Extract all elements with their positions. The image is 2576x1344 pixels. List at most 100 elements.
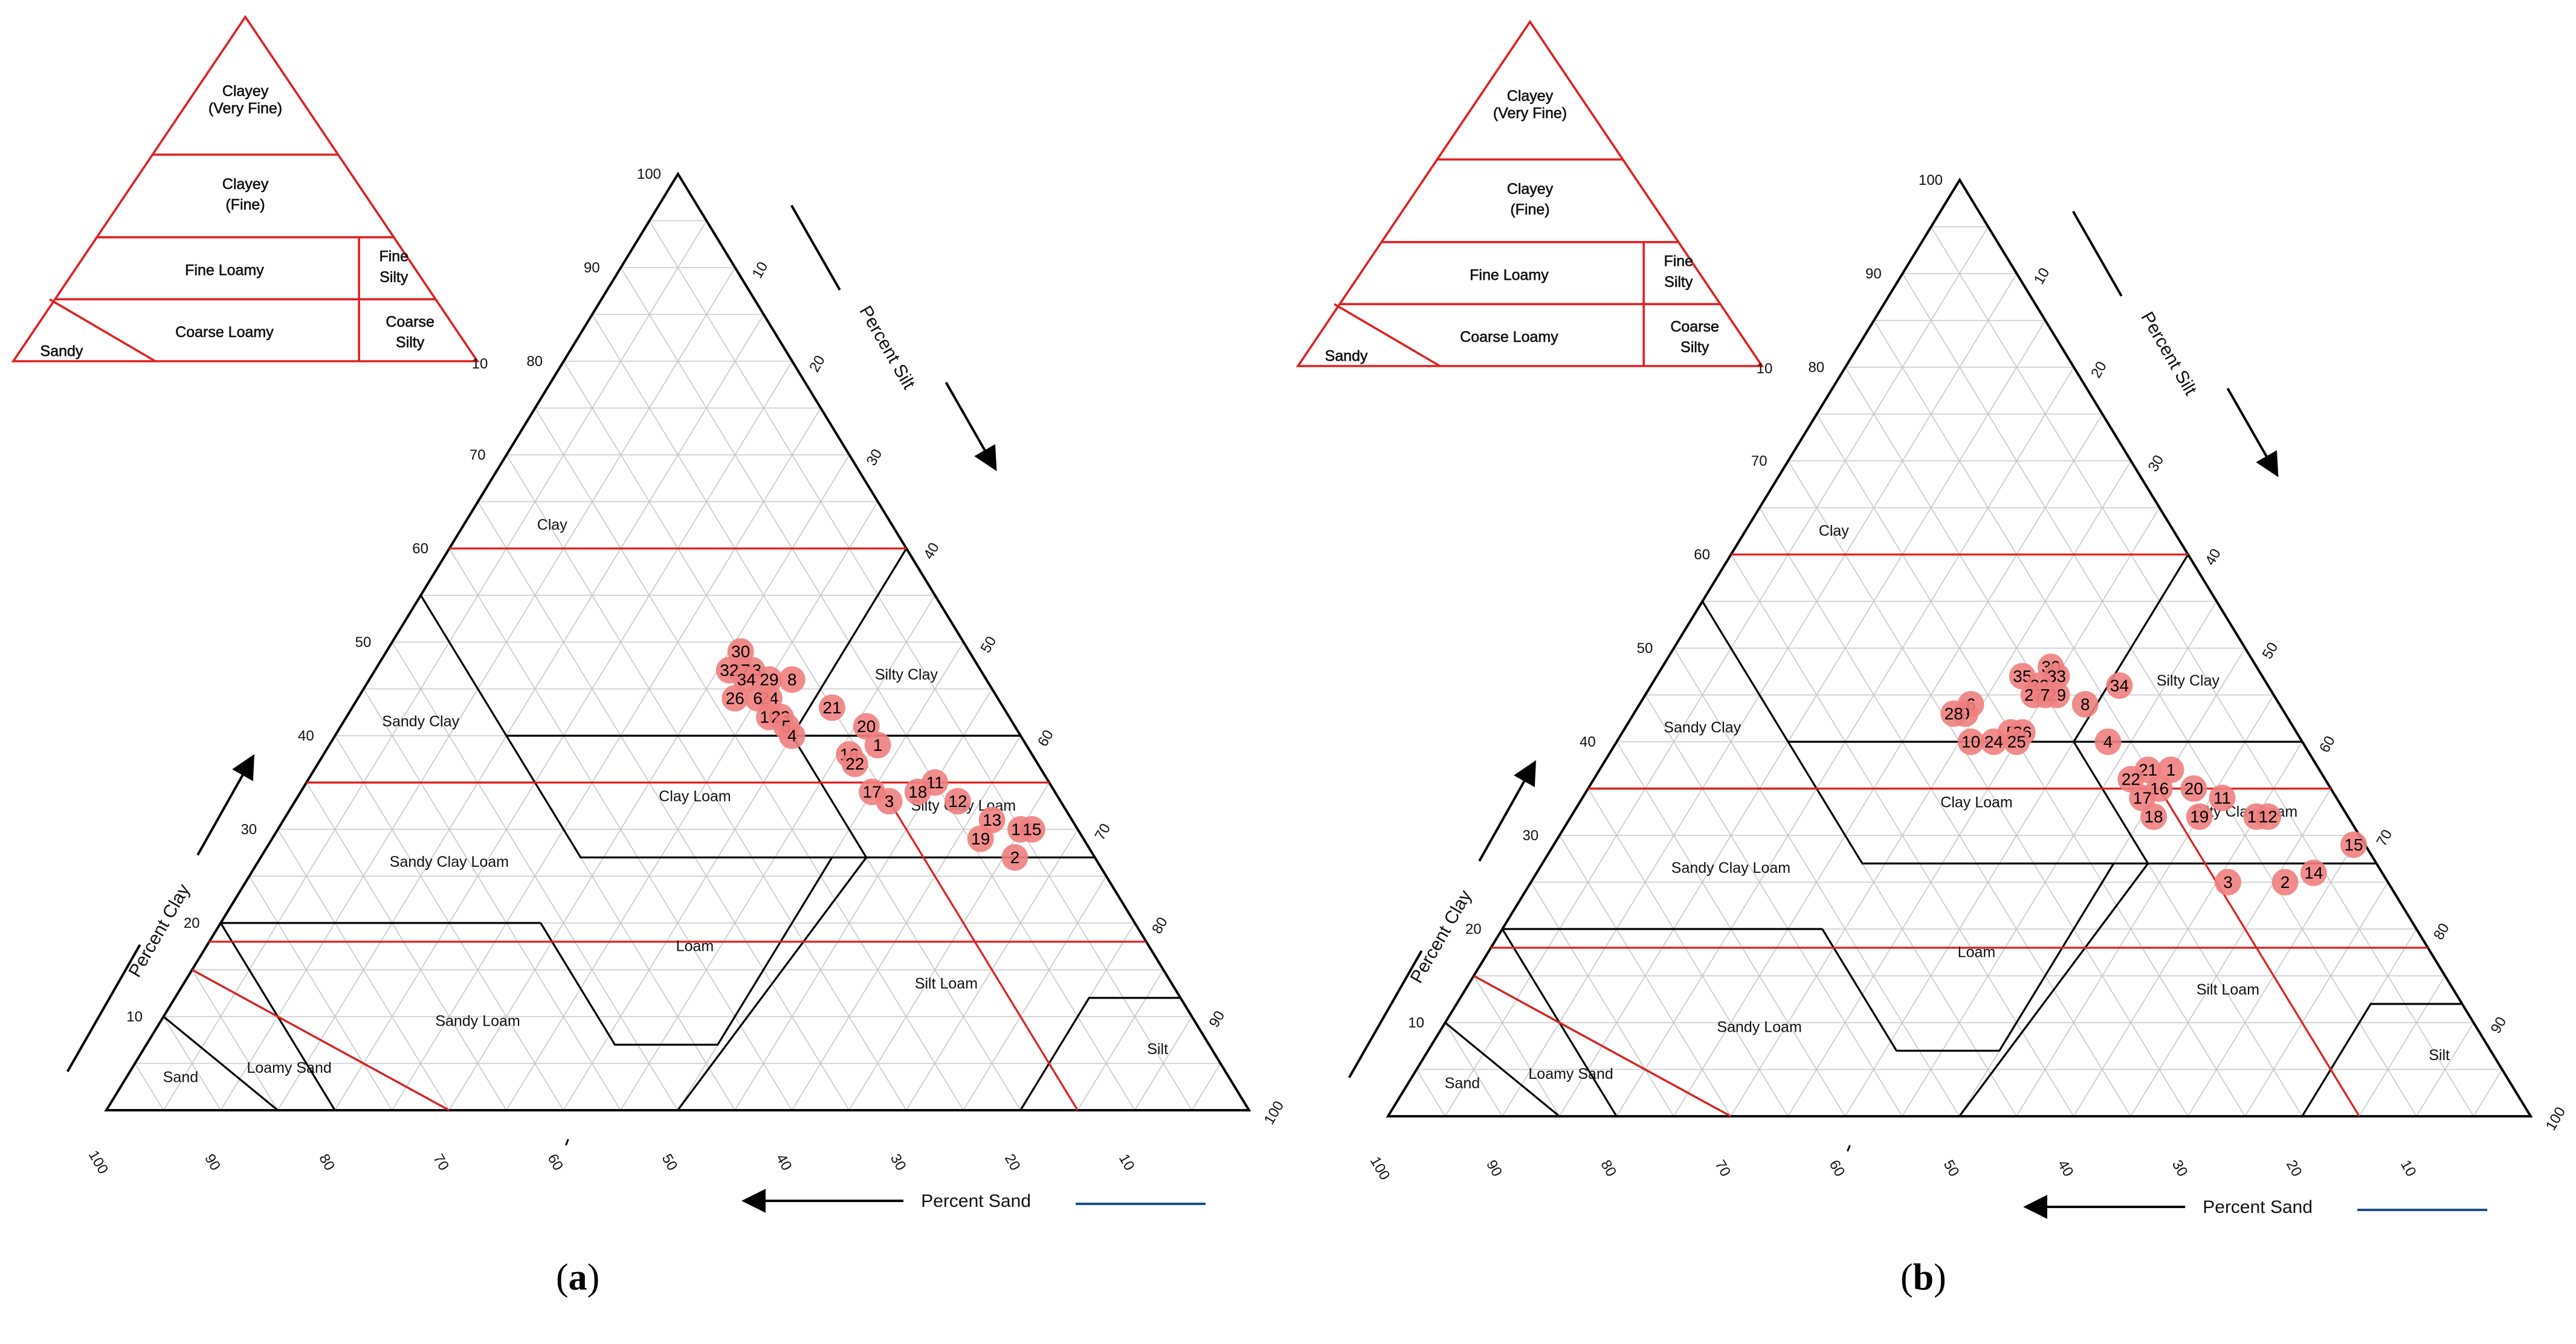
tick-silt-10: 10 <box>749 259 772 281</box>
region-label-sand: Sand <box>1445 1075 1480 1092</box>
data-point-marker <box>864 731 891 759</box>
data-point: 21 <box>819 694 845 721</box>
tick-sand-60: 60 <box>1826 1157 1848 1180</box>
tick-sand-30: 30 <box>2169 1157 2191 1180</box>
tick-clay-90: 90 <box>1865 266 1882 282</box>
inset-label-coarse-loamy: Coarse Loamy <box>1460 329 1558 346</box>
boundary-silt <box>1019 997 1181 1111</box>
silt-axis-title: Percent Silt <box>2137 309 2201 399</box>
data-point: 3 <box>2215 869 2242 896</box>
boundary-sand <box>1444 1021 1560 1117</box>
grid-line-silt <box>2358 976 2445 1117</box>
grid-line-sand <box>1673 648 1960 1117</box>
region-label-sand: Sand <box>163 1069 198 1086</box>
tick-sand-90: 90 <box>201 1151 224 1174</box>
grid-line-silt <box>734 689 993 1111</box>
grid-line-sand <box>1473 976 1560 1117</box>
data-point: 3 <box>876 788 903 815</box>
data-point: 7 <box>2032 681 2059 709</box>
tick-silt-80: 80 <box>1149 915 1171 937</box>
grid-line-sand <box>363 689 621 1111</box>
data-point: 8 <box>778 666 805 693</box>
grid-line-silt <box>791 735 1021 1111</box>
tick-clay-70: 70 <box>470 447 486 463</box>
data-point: 8 <box>2071 691 2099 718</box>
tick-silt-70: 70 <box>1092 821 1114 843</box>
data-point-marker <box>721 685 749 712</box>
inset-sandy-divider <box>1334 303 1441 367</box>
tick-clay-30: 30 <box>1522 828 1538 844</box>
data-point: 35 <box>2009 663 2036 690</box>
grid-line-sand <box>134 1063 164 1111</box>
grid-line-silt <box>392 408 821 1111</box>
data-point-label: 6 <box>753 689 763 708</box>
inset-label-clayey-fine-1: Clayey <box>222 176 269 193</box>
grid-line-sand <box>277 829 450 1111</box>
data-point-label: 13 <box>983 811 1001 829</box>
grid-line-sand <box>306 782 507 1111</box>
tick-sand-100: 100 <box>1367 1154 1393 1183</box>
data-point-marker <box>2071 691 2099 718</box>
panel-a-caption: (a) <box>556 1257 600 1298</box>
tick-clay-20: 20 <box>184 915 200 931</box>
tick-sand-80: 80 <box>1597 1157 1619 1180</box>
tick-sand-30: 30 <box>887 1151 909 1174</box>
data-point: 24 <box>1980 728 2007 755</box>
data-point-label: 14 <box>2304 864 2323 883</box>
family-class-inset: Clayey(Very Fine)Clayey(Fine)Fine LoamyF… <box>11 14 488 372</box>
data-point-label: 19 <box>971 829 990 848</box>
panel-b-caption: (b) <box>1900 1257 1946 1298</box>
silt-axis-line <box>2072 211 2123 297</box>
data-point-label: 34 <box>737 670 756 689</box>
inset-label-fine-loamy: Fine Loamy <box>1470 267 1549 284</box>
data-point: 25 <box>2003 728 2030 755</box>
family-line-sandy <box>192 969 450 1111</box>
region-label-clay: Clay <box>537 516 568 533</box>
data-point-label: 8 <box>2080 695 2090 714</box>
data-point: 13 <box>978 806 1006 834</box>
data-point-label: 18 <box>908 783 927 802</box>
region-label-clay-loam: Clay Loam <box>1940 794 2013 811</box>
data-point-marker <box>944 788 971 815</box>
data-point-marker <box>2032 681 2059 709</box>
grid-line-silt <box>2016 695 2274 1117</box>
data-point-label: 12 <box>2259 808 2277 826</box>
family-class-inset: Clayey(Very Fine)Clayey(Fine)Fine LoamyF… <box>1296 19 1772 377</box>
data-point-label: 34 <box>2110 677 2129 695</box>
sand-axis-title: Percent Sand <box>2203 1197 2313 1217</box>
tick-sand-50: 50 <box>659 1151 681 1174</box>
tick-clay-10: 10 <box>126 1009 143 1025</box>
data-point-label: 10 <box>1961 733 1980 751</box>
tick-silt-70: 70 <box>2374 827 2396 849</box>
inset-label-clayey-very-fine-1: Clayey <box>1507 88 1554 104</box>
tick-silt-20: 20 <box>2088 359 2110 381</box>
data-point: 1 <box>864 731 891 759</box>
grid-line-silt <box>1787 507 2160 1117</box>
data-point-label: 11 <box>2213 789 2231 808</box>
tick-clay-50: 50 <box>1637 640 1653 657</box>
region-label-silt-loam: Silt Loam <box>915 976 978 992</box>
data-point-label: 2 <box>1010 848 1020 867</box>
data-point-marker <box>2180 775 2207 802</box>
data-point: 2 <box>2271 869 2299 896</box>
region-label-loam: Loam <box>676 938 714 955</box>
data-point-label: 26 <box>726 689 744 708</box>
data-point-marker <box>778 666 805 693</box>
boundary-silt-loam <box>677 857 867 1111</box>
data-point-label: 4 <box>2103 733 2113 751</box>
data-point-marker <box>2215 869 2242 896</box>
grid-line-sand <box>192 969 279 1111</box>
tick-silt-30: 30 <box>864 446 886 469</box>
tick-clay-40: 40 <box>298 728 314 744</box>
tick-clay-80: 80 <box>1808 359 1824 376</box>
data-point-label: 8 <box>787 670 797 689</box>
silt-axis-line <box>790 205 841 291</box>
tick-silt-100: 100 <box>2543 1104 2569 1133</box>
tick-sand-40: 40 <box>2055 1157 2077 1180</box>
region-label-loamy-sand: Loamy Sand <box>1528 1066 1613 1082</box>
grid-line-silt <box>1558 320 2046 1117</box>
data-point-marker <box>876 788 903 815</box>
tick-silt-20: 20 <box>806 353 828 375</box>
inset-label-fine-silty-2: Silty <box>1664 274 1693 291</box>
boundary-silt-loam <box>1958 863 2149 1117</box>
